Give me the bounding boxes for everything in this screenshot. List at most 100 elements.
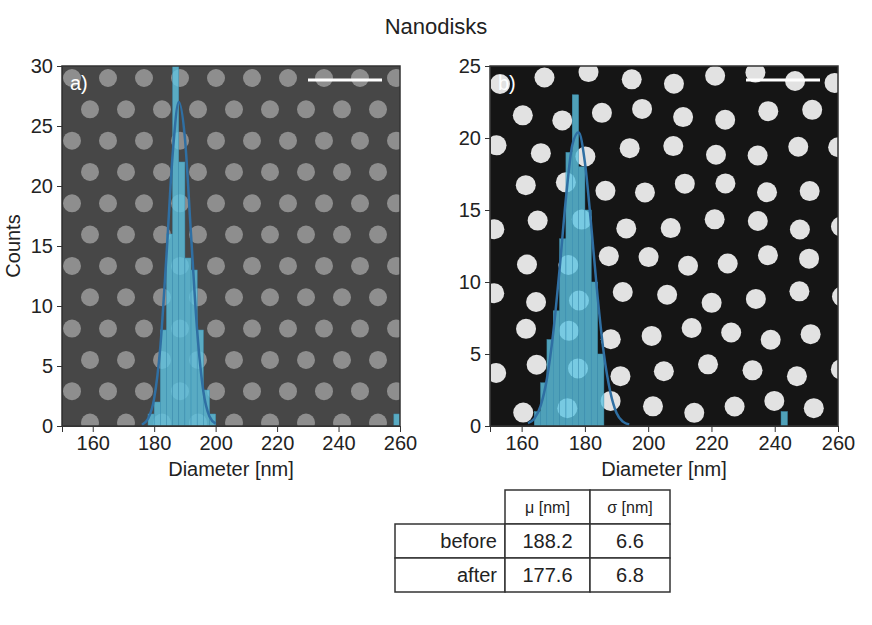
particle	[369, 100, 387, 118]
particle	[261, 351, 279, 369]
table-cell	[505, 524, 590, 558]
table-cell	[590, 558, 670, 592]
x-axis: 160180200220240260	[63, 426, 418, 454]
tick: 260	[384, 426, 417, 454]
tick: 260	[822, 426, 855, 454]
tick: 240	[759, 426, 792, 454]
particle	[663, 136, 683, 156]
tick-label: 240	[322, 432, 355, 454]
tick-label: 160	[77, 432, 110, 454]
particle	[599, 246, 619, 266]
particle	[297, 414, 315, 426]
tick: 200	[632, 426, 665, 454]
particle	[135, 320, 153, 338]
particle	[748, 146, 768, 166]
particle	[225, 163, 243, 181]
plot-area	[62, 66, 400, 426]
tick-mark	[485, 282, 490, 283]
tick-mark	[485, 138, 490, 139]
particle	[225, 414, 243, 426]
particle	[664, 74, 684, 94]
particle	[135, 382, 153, 400]
particle	[351, 320, 369, 338]
tick: 160	[77, 426, 110, 454]
particle	[315, 132, 333, 150]
scale-bar	[746, 79, 820, 82]
particle	[831, 217, 838, 237]
particle	[387, 194, 400, 212]
tick-mark	[57, 306, 62, 307]
particle	[702, 293, 722, 313]
particle	[516, 319, 536, 339]
particle	[207, 257, 225, 275]
particle	[297, 226, 315, 244]
tick-mark	[400, 426, 401, 432]
particle	[351, 257, 369, 275]
particle	[758, 101, 778, 121]
particle	[63, 257, 81, 275]
bar	[579, 167, 585, 426]
particle	[207, 194, 225, 212]
tick-label: 0	[42, 415, 53, 437]
particle	[595, 181, 615, 201]
particle	[261, 226, 279, 244]
particle	[225, 288, 243, 306]
particle	[513, 105, 533, 125]
tick: 180	[569, 426, 602, 454]
tick-mark	[838, 426, 839, 432]
particle	[261, 163, 279, 181]
tick: 25	[31, 115, 62, 137]
particle	[315, 320, 333, 338]
particle	[802, 100, 822, 120]
particle	[698, 354, 718, 374]
y-axis: 0510152025	[459, 55, 491, 437]
particle	[610, 366, 630, 386]
table-row-label: before	[440, 530, 497, 552]
particle	[832, 286, 838, 306]
tick: 180	[138, 426, 171, 454]
fit-curve	[142, 102, 216, 425]
tick-label: 10	[459, 271, 481, 293]
plot-area	[490, 66, 838, 426]
tick-label: 0	[470, 415, 481, 437]
particle	[804, 398, 824, 418]
x-axis-title: Diameter [nm]	[601, 458, 727, 480]
particle	[351, 382, 369, 400]
tick: 10	[459, 271, 490, 293]
particle	[642, 326, 662, 346]
tick-label: 20	[31, 175, 53, 197]
particle	[578, 66, 598, 82]
table-value: 6.8	[616, 564, 644, 586]
particle	[351, 132, 369, 150]
particle	[764, 391, 784, 411]
x-axis-title: Diameter [nm]	[168, 458, 294, 480]
particle	[613, 282, 633, 302]
table-value: 6.6	[616, 530, 644, 552]
particle	[757, 182, 777, 202]
particle	[279, 69, 297, 87]
particle	[243, 320, 261, 338]
tick-label: 180	[138, 432, 171, 454]
axis-line	[491, 427, 839, 433]
particle	[243, 382, 261, 400]
table-row-label: after	[457, 564, 497, 586]
tick-label: 240	[759, 432, 792, 454]
tick-label: 180	[569, 432, 602, 454]
particle	[99, 257, 117, 275]
particle	[516, 175, 536, 195]
particle	[135, 132, 153, 150]
particle	[622, 69, 642, 89]
tick-label: 15	[459, 199, 481, 221]
particle	[748, 211, 768, 231]
particle	[243, 132, 261, 150]
tick-label: 260	[384, 432, 417, 454]
particle	[654, 361, 674, 381]
panel: b)1601802002202402600510152025Diameter […	[459, 55, 872, 496]
table-cell	[505, 558, 590, 592]
particle	[632, 99, 652, 119]
table-cell	[590, 524, 670, 558]
particle	[279, 382, 297, 400]
particle	[333, 351, 351, 369]
particle	[117, 288, 135, 306]
tick-label: 260	[822, 432, 855, 454]
